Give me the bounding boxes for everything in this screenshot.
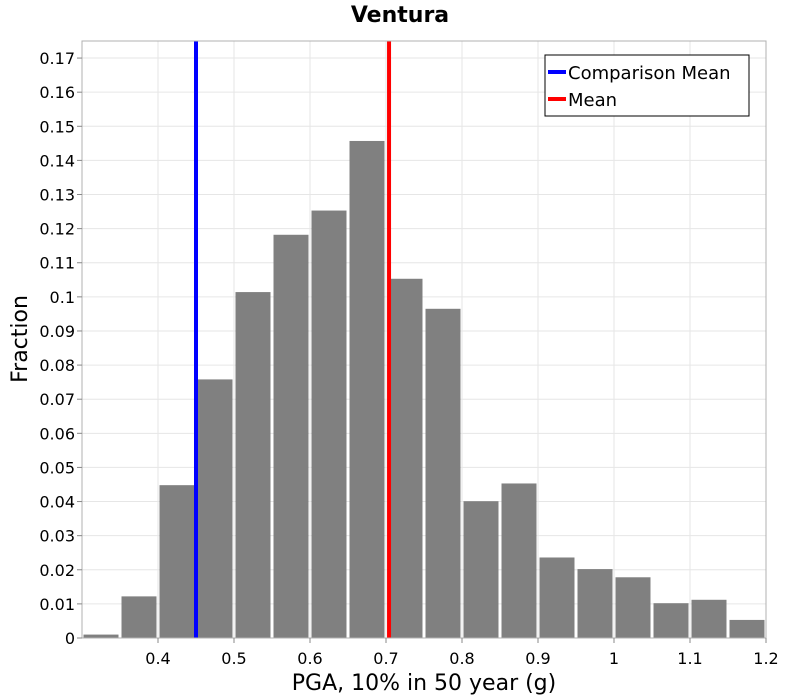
- chart-title: Ventura: [351, 3, 449, 28]
- y-tick-label-14: 0.14: [39, 151, 75, 170]
- x-axis-ticks: 0.4 0.5 0.6 0.7 0.8 0.9 1 1.1 1.2: [145, 638, 779, 668]
- x-tick-label-6: 1: [609, 649, 619, 668]
- histogram-bar-8: [387, 278, 423, 638]
- y-tick-label-11: 0.11: [39, 254, 75, 273]
- x-tick-label-8: 1.2: [753, 649, 778, 668]
- y-tick-label-12: 0.12: [39, 220, 75, 239]
- histogram-bar-11: [501, 483, 537, 638]
- histogram-bar-5: [273, 234, 309, 638]
- histogram-bar-3: [197, 379, 233, 638]
- histogram-bar-17: [729, 619, 765, 638]
- x-tick-label-4: 0.8: [449, 649, 474, 668]
- y-axis-label: Fraction: [8, 295, 33, 383]
- y-tick-label-8: 0.08: [39, 356, 75, 375]
- histogram-bar-10: [463, 501, 499, 638]
- x-tick-label-2: 0.6: [297, 649, 322, 668]
- x-tick-label-3: 0.7: [373, 649, 398, 668]
- histogram-bar-12: [539, 557, 575, 638]
- histogram-bar-16: [691, 599, 727, 638]
- histogram-bar-13: [577, 569, 613, 638]
- y-tick-label-7: 0.07: [39, 390, 75, 409]
- x-axis-label: PGA, 10% in 50 year (g): [292, 671, 556, 696]
- y-tick-label-1: 0.01: [39, 595, 75, 614]
- histogram-bar-4: [235, 292, 271, 638]
- histogram-bar-15: [653, 603, 689, 638]
- y-tick-label-0: 0: [65, 629, 75, 648]
- histogram-bar-2: [159, 485, 195, 638]
- x-tick-label-7: 1.1: [677, 649, 702, 668]
- histogram-bar-9: [425, 308, 461, 638]
- bars-layer: [83, 140, 765, 638]
- x-tick-label-5: 0.9: [525, 649, 550, 668]
- y-tick-label-4: 0.04: [39, 493, 75, 512]
- y-tick-label-16: 0.16: [39, 83, 75, 102]
- legend-label-comparison-mean: Comparison Mean: [568, 63, 731, 84]
- y-tick-label-3: 0.03: [39, 527, 75, 546]
- y-tick-label-13: 0.13: [39, 186, 75, 205]
- histogram-bar-6: [311, 210, 347, 638]
- histogram-bar-7: [349, 140, 385, 638]
- legend: Comparison Mean Mean: [544, 54, 750, 117]
- y-tick-label-5: 0.05: [39, 458, 75, 477]
- y-tick-label-9: 0.09: [39, 322, 75, 341]
- y-tick-label-6: 0.06: [39, 424, 75, 443]
- x-tick-label-0: 0.4: [145, 649, 170, 668]
- histogram-bar-14: [615, 577, 651, 638]
- histogram-bar-1: [121, 596, 157, 638]
- legend-box: [544, 54, 750, 117]
- y-axis-ticks: 0 0.01 0.02 0.03 0.04 0.05 0.06 0.07 0.08 0.09 0.1…: [39, 49, 82, 648]
- legend-label-mean: Mean: [568, 90, 617, 111]
- reference-lines-layer: [194, 41, 392, 638]
- x-tick-label-1: 0.5: [221, 649, 246, 668]
- plot-frame: [81, 40, 767, 639]
- y-tick-label-17: 0.17: [39, 49, 75, 68]
- y-tick-label-10: 0.1: [50, 288, 75, 307]
- y-tick-label-15: 0.15: [39, 117, 75, 136]
- histogram-bar-0: [83, 634, 119, 638]
- y-tick-label-2: 0.02: [39, 561, 75, 580]
